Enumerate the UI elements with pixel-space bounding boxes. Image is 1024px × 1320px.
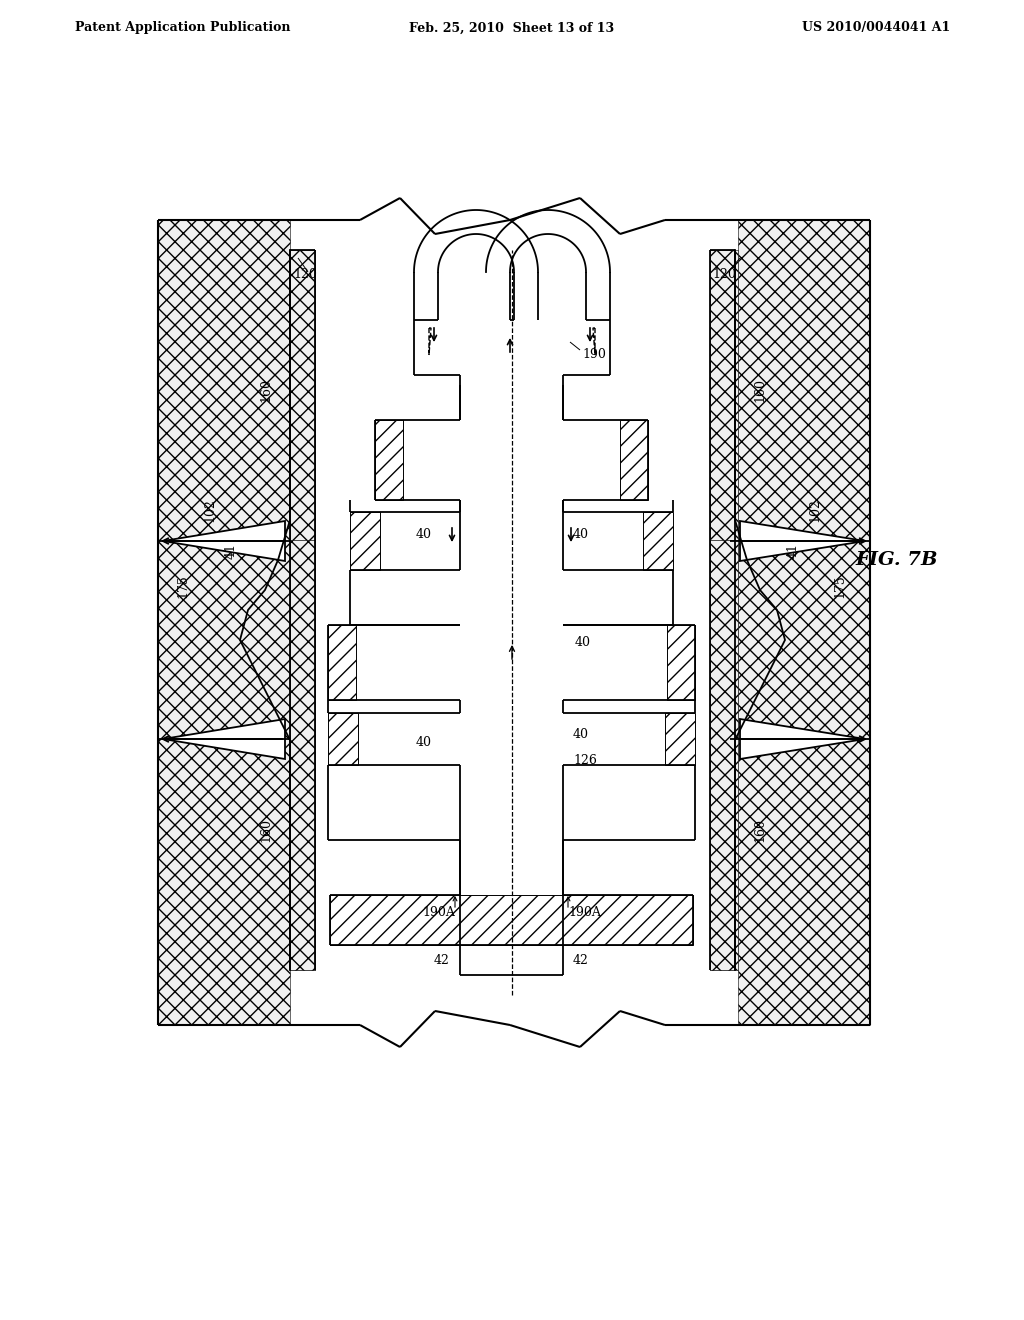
Text: 160: 160: [753, 818, 766, 842]
Bar: [665, 713, 695, 766]
Bar: [667, 624, 695, 700]
Bar: [328, 713, 358, 766]
Text: 102: 102: [204, 498, 216, 521]
Text: 160: 160: [753, 378, 766, 403]
Text: 40: 40: [416, 737, 432, 750]
Text: 102: 102: [809, 498, 821, 521]
Polygon shape: [740, 521, 865, 561]
Bar: [710, 540, 738, 970]
Text: 42: 42: [573, 953, 589, 966]
Text: 40: 40: [573, 528, 589, 541]
Bar: [158, 220, 290, 1026]
Text: 160: 160: [259, 818, 272, 842]
Text: 41: 41: [225, 543, 238, 558]
Text: 175: 175: [176, 574, 189, 598]
Polygon shape: [740, 719, 865, 759]
Bar: [738, 220, 870, 1026]
Text: 120: 120: [712, 268, 736, 281]
Polygon shape: [163, 521, 285, 561]
Text: 160: 160: [259, 378, 272, 403]
Bar: [290, 249, 315, 970]
Text: 40: 40: [416, 528, 432, 541]
Text: 190A: 190A: [568, 907, 601, 920]
Text: 40: 40: [575, 635, 591, 648]
Bar: [290, 249, 315, 540]
Bar: [710, 249, 738, 540]
Text: 42: 42: [434, 953, 450, 966]
Bar: [350, 512, 380, 570]
Bar: [328, 624, 356, 700]
Bar: [620, 420, 648, 500]
Bar: [375, 420, 403, 500]
Bar: [643, 512, 673, 570]
Text: 41: 41: [787, 543, 800, 558]
Text: 40: 40: [573, 729, 589, 742]
Bar: [290, 540, 315, 970]
Text: 175: 175: [834, 574, 847, 598]
Text: Feb. 25, 2010  Sheet 13 of 13: Feb. 25, 2010 Sheet 13 of 13: [410, 21, 614, 34]
Polygon shape: [163, 719, 285, 759]
Text: 120: 120: [293, 268, 316, 281]
Bar: [710, 249, 735, 970]
Text: FIG. 7B: FIG. 7B: [855, 550, 938, 569]
Text: Patent Application Publication: Patent Application Publication: [75, 21, 291, 34]
Bar: [330, 895, 693, 945]
Text: US 2010/0044041 A1: US 2010/0044041 A1: [802, 21, 950, 34]
Text: 190: 190: [582, 348, 606, 362]
Text: 126: 126: [573, 754, 597, 767]
Text: 190A: 190A: [422, 907, 455, 920]
